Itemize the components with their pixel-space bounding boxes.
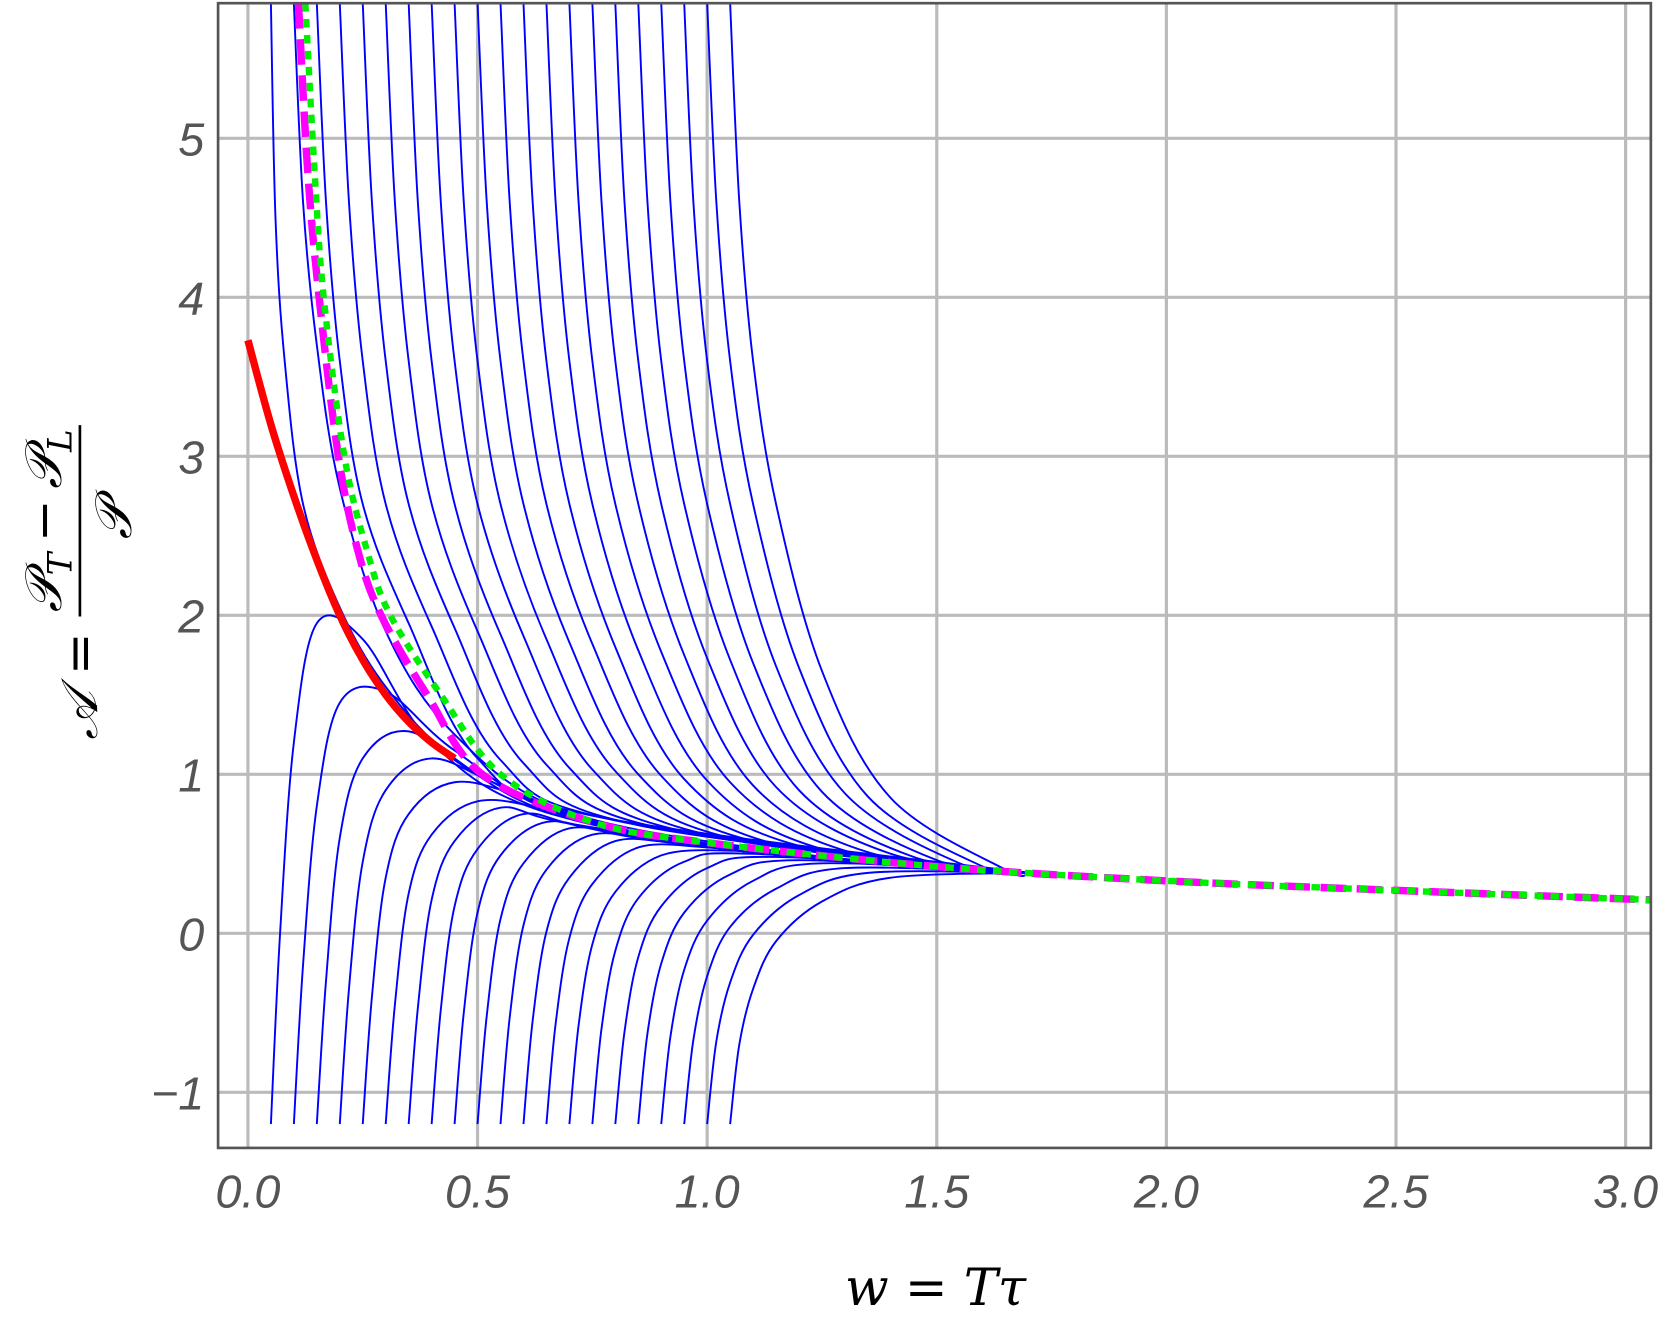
curve (499, 3, 1029, 874)
curve (545, 3, 1029, 874)
y-tick-label: 5 (178, 113, 205, 165)
x-tick-label: 2.5 (1362, 1165, 1429, 1217)
curve (706, 870, 1029, 1125)
curve (430, 812, 1029, 1125)
curve (244, 339, 457, 762)
y-tick-label: 4 (178, 272, 204, 324)
curve (292, 3, 1029, 874)
curve (637, 859, 1029, 1125)
curve (338, 757, 1029, 1125)
curves (244, 3, 1651, 1125)
y-label-denominator: 𝒫 (85, 489, 144, 539)
grid (218, 3, 1651, 1148)
curve (315, 730, 1029, 1125)
curve (302, 3, 1651, 904)
ticks: 0.0 0.5 1.0 1.5 2.0 2.5 3.0 −1 0 1 2 3 4 5 (151, 113, 1658, 1217)
x-tick-label: 1.0 (675, 1165, 740, 1217)
y-tick-label: −1 (151, 1067, 204, 1119)
operator: − (15, 499, 74, 542)
x-tick-label: 1.5 (904, 1165, 970, 1217)
curve (568, 849, 1029, 1125)
y-label-numerator: 𝒫T−𝒫L (15, 429, 81, 612)
x-tick-label: 0.0 (215, 1165, 280, 1217)
curve (660, 862, 1029, 1125)
curve (315, 3, 1029, 874)
x-tick-label: 0.5 (445, 1165, 511, 1217)
x-tick-label: 2.0 (1133, 1165, 1199, 1217)
curve (614, 855, 1029, 1125)
curve (660, 3, 1029, 874)
curve (729, 3, 1029, 877)
curve (476, 3, 1029, 874)
curve (614, 3, 1029, 874)
curve (453, 3, 1029, 874)
y-axis-label: 𝒜 = 𝒫T−𝒫L 𝒫 (15, 425, 144, 740)
curve (706, 3, 1029, 876)
curve (522, 837, 1029, 1125)
subscript: L (40, 429, 80, 453)
curve (637, 3, 1029, 874)
curve (269, 3, 1029, 874)
curve (407, 3, 1029, 874)
curve (430, 3, 1029, 874)
curve (294, 3, 1651, 904)
curve (568, 3, 1029, 874)
curve (683, 3, 1029, 874)
curve (683, 866, 1029, 1125)
curve (522, 3, 1029, 874)
y-tick-label: 2 (177, 590, 204, 642)
curve (591, 852, 1029, 1125)
y-tick-label: 1 (178, 749, 204, 801)
subscript: T (40, 550, 80, 575)
curve (729, 871, 1029, 1125)
curve (499, 832, 1029, 1125)
x-tick-label: 3.0 (1593, 1165, 1658, 1217)
curve (591, 3, 1029, 874)
x-axis-label: w = Tτ (845, 1259, 1027, 1318)
y-tick-label: 3 (178, 431, 204, 483)
y-label-left: 𝒜 = (51, 632, 110, 739)
plot-frame (216, 1, 1653, 1150)
y-tick-label: 0 (178, 908, 204, 960)
